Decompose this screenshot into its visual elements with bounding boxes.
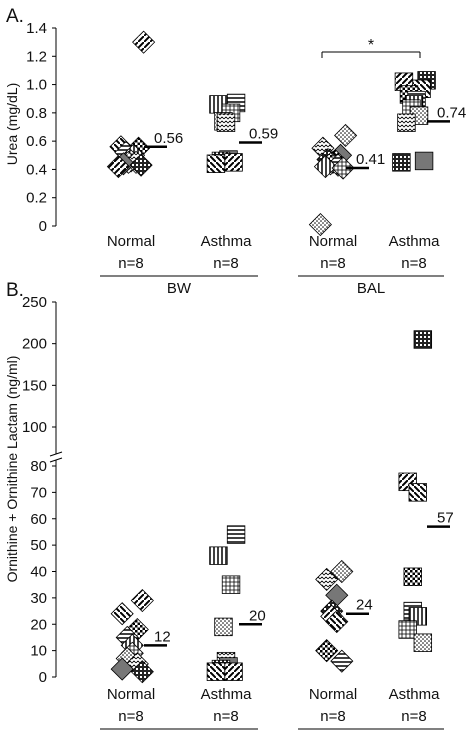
panel-a-y-tick-label: 1.4 xyxy=(26,20,47,37)
panel-a-category-label: Asthma xyxy=(201,233,253,250)
panel-a-point xyxy=(313,155,338,179)
panel-a-y-tick-label: 0.4 xyxy=(26,161,47,178)
axis-break-icon xyxy=(49,451,63,463)
panel-b-y-tick-label: 10 xyxy=(30,643,47,660)
panel-a: A. Urea (mg/dL) 0 0.2 0.4 0.6 0.8 1.0 1.2 1.4 0… xyxy=(4,6,466,297)
panel-b-category-label: Normal xyxy=(309,686,357,703)
panel-a-mean-label: 0.56 xyxy=(154,130,183,147)
panel-b-label: B. xyxy=(6,280,24,301)
panel-b-n-label: n=8 xyxy=(118,708,143,725)
panel-b-y-tick-label: 250 xyxy=(22,294,47,311)
panel-a-y-tick-label: 0.2 xyxy=(26,190,47,207)
panel-b-y-tick-label: 50 xyxy=(30,537,47,554)
panel-a-point xyxy=(397,113,416,132)
panel-a-category-label: Asthma xyxy=(389,233,441,250)
panel-a-point xyxy=(129,153,153,177)
panel-a-mean-label: 0.41 xyxy=(356,151,385,168)
panel-b-point xyxy=(209,546,228,565)
panel-a-point xyxy=(106,155,130,179)
panel-b-point xyxy=(413,330,433,349)
panel-b-y-tick-label: 80 xyxy=(30,458,47,475)
panel-a-mean-label: 0.74 xyxy=(437,104,466,121)
panel-a-y-tick-label: 0.6 xyxy=(26,133,47,150)
panel-a-point xyxy=(224,153,243,172)
panel-a-n-label: n=8 xyxy=(118,255,143,272)
panel-b-y-tick-label: 200 xyxy=(22,336,47,353)
panel-a-y-tick-label: 1.0 xyxy=(26,77,47,94)
panel-a-site-label: BW xyxy=(167,280,192,297)
panel-a-ticks: 0 0.2 0.4 0.6 0.8 1.0 1.2 1.4 xyxy=(26,20,56,235)
panel-b-y-tick-label: 30 xyxy=(30,590,47,607)
panel-a-point xyxy=(414,151,434,171)
panel-a-label: A. xyxy=(6,6,24,27)
panel-b-n-label: n=8 xyxy=(213,708,238,725)
panel-a-n-label: n=8 xyxy=(213,255,238,272)
panel-a-y-tick-label: 1.2 xyxy=(26,48,47,65)
panel-b: B. Ornithine + Ornithine Lactam (ng/ml) … xyxy=(4,280,454,730)
panel-b-points xyxy=(110,330,433,684)
panel-b-y-tick-label: 0 xyxy=(39,669,47,686)
panel-b-category-label: Normal xyxy=(107,686,155,703)
panel-b-point xyxy=(413,633,433,652)
panel-b-n-label: n=8 xyxy=(401,708,426,725)
panel-a-point xyxy=(392,153,411,172)
panel-b-mean-label: 12 xyxy=(154,628,171,645)
panel-a-y-tick-label: 0.8 xyxy=(26,105,47,122)
panel-a-mean-label: 0.59 xyxy=(249,126,278,143)
panel-b-means: 12 20 24 57 xyxy=(144,510,454,647)
panel-a-points xyxy=(106,30,436,237)
panel-b-n-label: n=8 xyxy=(320,708,345,725)
panel-b-y-tick-label: 70 xyxy=(30,484,47,501)
panel-a-point xyxy=(132,30,156,54)
panel-b-point xyxy=(110,657,134,681)
panel-b-point xyxy=(398,620,417,639)
significance-bracket: * xyxy=(321,37,421,58)
panel-b-point xyxy=(206,662,226,681)
panel-b-point xyxy=(130,660,154,684)
panel-a-point xyxy=(334,123,358,148)
panel-b-point xyxy=(330,559,354,584)
panel-b-y-tick-label: 60 xyxy=(30,511,47,528)
panel-b-point xyxy=(130,588,154,613)
panel-b-point xyxy=(214,617,233,637)
panel-b-mean-label: 24 xyxy=(356,597,373,614)
panel-b-point xyxy=(226,525,246,544)
panel-a-y-tick-label: 0 xyxy=(39,218,47,235)
panel-a-category-label: Normal xyxy=(107,233,155,250)
panel-a-category-label: Normal xyxy=(309,233,357,250)
panel-b-point xyxy=(315,639,339,663)
panel-a-point xyxy=(308,213,332,237)
panel-b-ticks: 0 10 20 30 40 50 60 70 80 100 150 200 250 xyxy=(22,294,56,686)
panel-b-y-tick-label: 100 xyxy=(22,419,47,436)
panel-a-n-label: n=8 xyxy=(401,255,426,272)
panel-a-y-axis-label: Urea (mg/dL) xyxy=(4,83,20,165)
panel-a-point xyxy=(331,156,355,180)
panel-a-point xyxy=(206,154,226,173)
panel-b-point xyxy=(403,567,422,586)
significance-star: * xyxy=(368,37,374,54)
panel-b-point xyxy=(221,575,241,594)
panel-b-category-label: Asthma xyxy=(389,686,441,703)
panel-b-y-tick-label: 40 xyxy=(30,564,47,581)
panel-b-point xyxy=(330,649,354,673)
panel-b-point xyxy=(110,602,134,626)
panel-b-mean-label: 20 xyxy=(249,607,266,624)
panel-b-categories: Normaln=8Asthman=8Normaln=8Asthman=8BWBA… xyxy=(100,686,444,730)
panel-b-y-tick-label: 150 xyxy=(22,377,47,394)
panel-b-y-tick-label: 20 xyxy=(30,616,47,633)
panel-b-point xyxy=(408,483,427,502)
panel-b-point xyxy=(315,567,339,591)
panel-b-point xyxy=(224,662,243,681)
panel-a-n-label: n=8 xyxy=(320,255,345,272)
panel-a-means: 0.56 0.59 0.41 0.74 xyxy=(144,104,466,170)
panel-b-category-label: Asthma xyxy=(201,686,253,703)
panel-b-point xyxy=(325,610,349,634)
panel-a-point xyxy=(216,113,236,132)
panel-a-site-label: BAL xyxy=(357,280,385,297)
panel-b-y-axis-label: Ornithine + Ornithine Lactam (ng/ml) xyxy=(4,356,20,583)
panel-a-categories: Normal n=8 Asthma n=8 Normal n=8 Asthma n=8 BW BA… xyxy=(100,233,444,297)
panel-b-mean-label: 57 xyxy=(437,510,454,527)
